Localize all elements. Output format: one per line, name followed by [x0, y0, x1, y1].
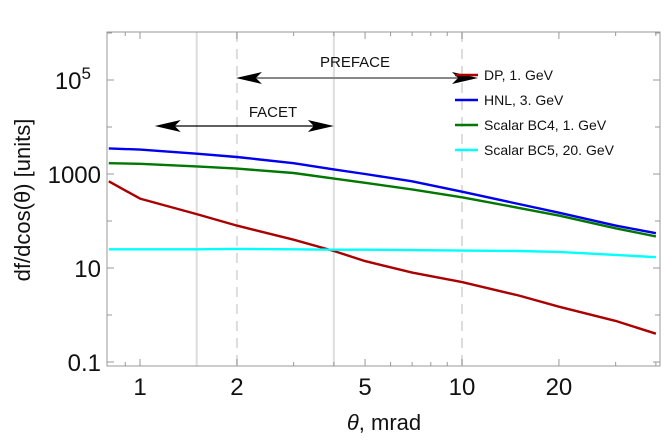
legend-label: Scalar BC5, 20. GeV	[484, 142, 615, 158]
y-tick-label: 105	[55, 64, 91, 95]
x-tick-label: 10	[449, 374, 476, 401]
legend-label: HNL, 3. GeV	[484, 92, 564, 108]
x-tick-label: 1	[133, 374, 146, 401]
y-tick-label: 1000	[48, 162, 101, 189]
series-line-0	[108, 180, 657, 335]
preface-label: PREFACE	[320, 54, 390, 71]
region-boundary-lines	[195, 32, 463, 366]
series-line-3	[108, 247, 656, 259]
x-tick-label: 20	[546, 374, 573, 401]
facet-label: FACET	[249, 104, 297, 121]
y-tick-label: 0.1	[68, 350, 101, 377]
legend-label: DP, 1. GeV	[484, 67, 554, 83]
axis-ticks: 0.1 10 1000 105 1 2 5 10 20	[48, 32, 660, 401]
x-tick-label: 5	[358, 374, 371, 401]
data-series	[108, 147, 657, 335]
series-line-2	[108, 162, 657, 238]
series-line-1	[108, 147, 657, 235]
legend-label: Scalar BC4, 1. GeV	[484, 117, 607, 133]
plot-frame	[106, 31, 661, 367]
legend: DP, 1. GeV HNL, 3. GeV Scalar BC4, 1. GeV S…	[455, 67, 615, 158]
y-tick-label: 10	[74, 256, 101, 283]
x-axis-title: θ, mrad	[347, 410, 421, 435]
x-tick-label: 2	[230, 374, 243, 401]
y-axis-title: df/dcos(θ) [units]	[10, 119, 35, 282]
